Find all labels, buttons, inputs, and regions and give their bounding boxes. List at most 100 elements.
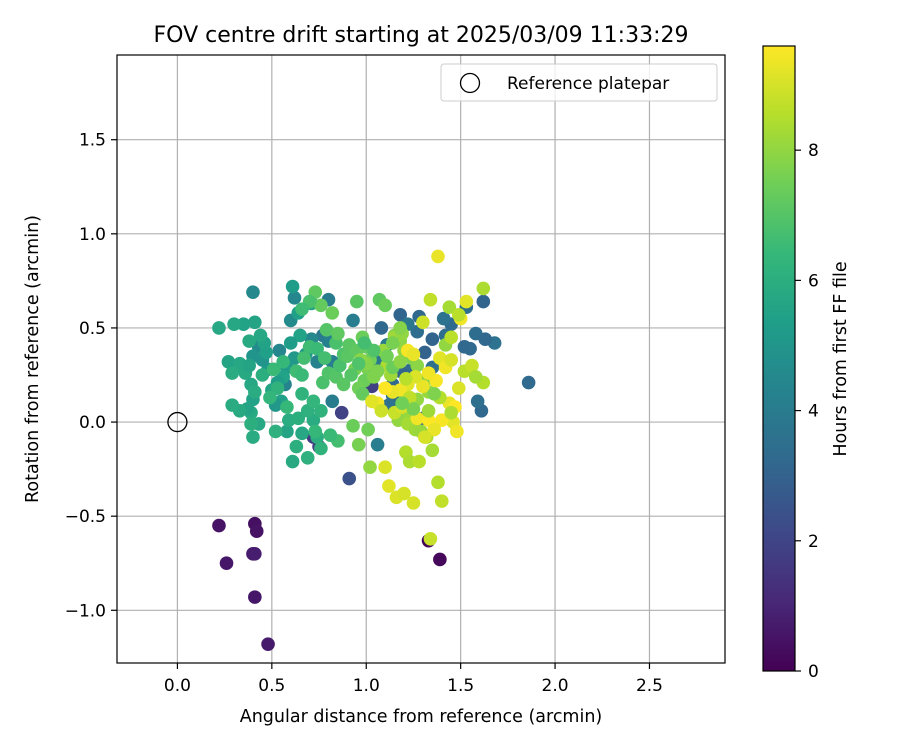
data-point: [395, 396, 409, 411]
data-point: [346, 313, 360, 328]
data-point: [314, 298, 328, 313]
data-point: [242, 358, 256, 373]
y-axis-label: Rotation from reference (arcmin): [23, 215, 43, 503]
x-tick-label: 0.5: [258, 676, 285, 696]
data-point: [297, 351, 311, 365]
data-point: [248, 590, 262, 604]
y-tick-label: −0.5: [65, 507, 106, 527]
colorbar-gradient: [762, 45, 796, 672]
data-point: [242, 334, 256, 348]
data-point: [295, 302, 309, 316]
data-point: [248, 547, 262, 561]
data-point: [355, 387, 370, 401]
data-point: [378, 298, 392, 313]
colorbar-tick-label: 6: [808, 271, 819, 291]
data-point: [357, 336, 372, 350]
data-point: [402, 454, 417, 469]
data-point: [410, 358, 425, 373]
data-point: [285, 454, 300, 469]
data-point: [331, 326, 345, 341]
data-point: [393, 321, 408, 335]
data-point: [457, 339, 472, 354]
data-point: [219, 556, 234, 571]
data-point: [289, 439, 304, 454]
data-point: [351, 437, 366, 452]
colorbar: 0 2 4 6 8 Hours from first FF file: [762, 45, 851, 682]
data-point: [416, 379, 430, 394]
data-point: [393, 355, 408, 369]
reference-point: [167, 411, 188, 433]
data-point: [246, 430, 260, 444]
data-point: [334, 405, 349, 420]
legend: Reference platepar: [440, 63, 718, 102]
data-point: [244, 417, 258, 431]
data-point: [378, 381, 392, 395]
data-point: [300, 451, 315, 465]
data-point: [412, 454, 426, 469]
data-point: [325, 306, 340, 320]
colorbar-tick-label: 2: [808, 532, 819, 552]
legend-marker-icon: [459, 72, 481, 94]
data-point: [293, 328, 307, 343]
data-point: [350, 294, 364, 309]
data-point: [272, 343, 287, 358]
data-point: [423, 531, 438, 546]
data-point: [436, 311, 451, 326]
data-point: [266, 362, 281, 377]
grid-lines: [117, 55, 725, 663]
data-point: [261, 637, 275, 651]
data-point: [425, 443, 440, 458]
data-point: [263, 390, 277, 405]
data-point: [270, 381, 285, 395]
data-point: [342, 471, 357, 486]
data-point: [423, 292, 438, 307]
colorbar-label: Hours from first FF file: [831, 261, 851, 456]
colorbar-ticks: 0 2 4 6 8: [795, 141, 819, 682]
data-points: [212, 249, 536, 651]
data-point: [393, 307, 408, 322]
data-point: [314, 403, 328, 418]
data-point: [295, 426, 309, 441]
data-point: [427, 387, 442, 401]
data-point: [444, 330, 459, 345]
data-point: [323, 428, 338, 443]
data-point: [306, 394, 321, 409]
y-tick-label: 1.0: [79, 225, 106, 245]
data-point: [476, 281, 491, 296]
reference-marker: [167, 411, 188, 433]
data-point: [382, 479, 396, 493]
data-point: [433, 552, 447, 567]
data-point: [253, 328, 268, 343]
legend-box: [440, 63, 718, 102]
data-point: [361, 422, 375, 437]
data-point: [344, 368, 358, 382]
data-point: [406, 496, 421, 510]
x-tick-label: 2.0: [542, 676, 569, 696]
data-point: [225, 366, 239, 380]
data-point: [468, 370, 483, 384]
data-point: [434, 413, 449, 427]
data-point: [212, 321, 226, 335]
data-point: [431, 249, 445, 264]
data-point: [370, 364, 385, 379]
data-point: [249, 524, 264, 539]
data-point: [399, 371, 413, 386]
data-point: [374, 321, 389, 335]
legend-label: Reference platepar: [507, 74, 669, 94]
data-point: [465, 358, 479, 373]
data-point: [478, 332, 492, 347]
colorbar-tick-label: 8: [808, 141, 819, 161]
colorbar-tick-label: 4: [808, 402, 819, 422]
data-point: [450, 424, 464, 439]
y-tick-label: 0.5: [79, 319, 106, 339]
data-point: [521, 375, 536, 390]
data-point: [421, 366, 436, 380]
data-point: [308, 424, 323, 439]
data-point: [325, 394, 340, 409]
y-axis-ticks: −1.0 −0.5 0.0 0.5 1.0 1.5: [65, 131, 117, 621]
data-point: [406, 402, 421, 416]
y-tick-label: 1.5: [79, 131, 106, 151]
y-tick-label: 0.0: [79, 413, 106, 433]
data-point: [280, 424, 294, 439]
data-point: [442, 300, 457, 315]
